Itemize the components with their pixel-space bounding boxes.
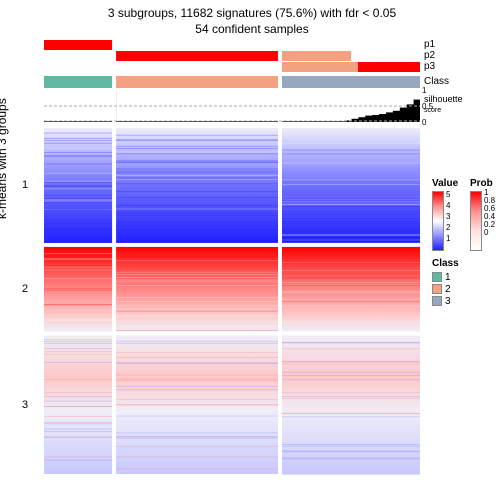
anno-label-p3: p3 bbox=[424, 61, 435, 72]
legend-value: Value54321 bbox=[432, 178, 458, 254]
sil-tick: 0 bbox=[422, 119, 426, 127]
anno-label-p1: p1 bbox=[424, 39, 435, 50]
row-group-label: 2 bbox=[22, 283, 28, 295]
legend-class: Class123 bbox=[432, 258, 459, 307]
sil-tick: 1 bbox=[422, 87, 426, 95]
anno-label-p2: p2 bbox=[424, 50, 435, 61]
anno-label-class: Class bbox=[424, 76, 449, 87]
sil-tick: 0.5 bbox=[422, 103, 433, 111]
legend-prob: Prob10.80.60.40.20 bbox=[470, 178, 495, 254]
row-group-label: 1 bbox=[22, 179, 28, 191]
row-group-label: 3 bbox=[22, 399, 28, 411]
